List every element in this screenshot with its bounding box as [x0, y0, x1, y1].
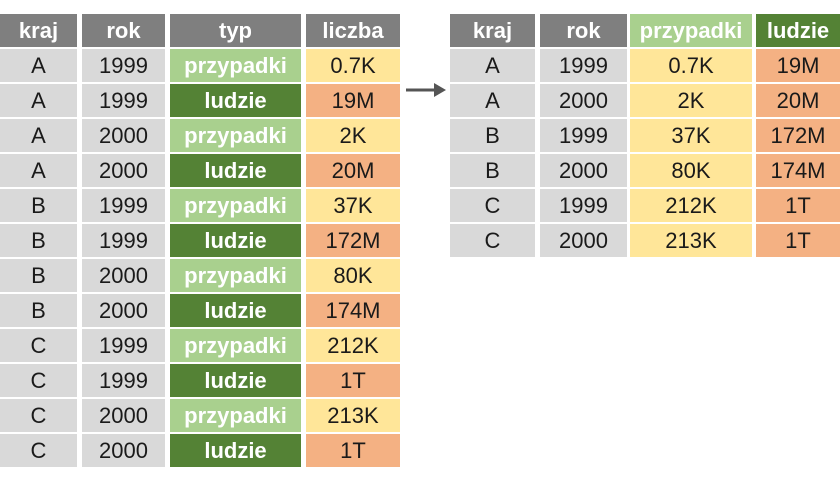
- table-cell: 1999: [82, 364, 165, 397]
- table-cell: A: [0, 84, 77, 117]
- table-cell: A: [0, 119, 77, 152]
- table-cell: 2K: [630, 84, 752, 117]
- table-cell: 2000: [82, 294, 165, 327]
- table-cell: 213K: [630, 224, 752, 257]
- table-cell: 1999: [82, 84, 165, 117]
- table-cell: 1T: [306, 434, 400, 467]
- table-cell: 1999: [540, 49, 627, 82]
- table-cell: 2000: [82, 434, 165, 467]
- table-cell: C: [450, 189, 535, 222]
- table-cell: 174M: [306, 294, 400, 327]
- table-cell: 20M: [756, 84, 840, 117]
- table-cell: B: [0, 189, 77, 222]
- table-cell: 1999: [82, 189, 165, 222]
- table-cell: ludzie: [170, 224, 301, 257]
- table-cell: 1T: [756, 224, 840, 257]
- table-cell: ludzie: [170, 364, 301, 397]
- table-cell: 2000: [82, 154, 165, 187]
- table-cell: C: [450, 224, 535, 257]
- table-cell: 0.7K: [630, 49, 752, 82]
- table-cell: B: [450, 154, 535, 187]
- table-cell: przypadki: [170, 49, 301, 82]
- header-cell: typ: [170, 14, 301, 47]
- header-cell: przypadki: [630, 14, 752, 47]
- table-cell: ludzie: [170, 84, 301, 117]
- table-cell: B: [0, 259, 77, 292]
- table-cell: 1T: [756, 189, 840, 222]
- table-cell: C: [0, 434, 77, 467]
- table-cell: ludzie: [170, 434, 301, 467]
- header-cell: ludzie: [756, 14, 840, 47]
- table-cell: C: [0, 399, 77, 432]
- table-cell: 19M: [306, 84, 400, 117]
- arrow: [406, 83, 446, 97]
- table-cell: ludzie: [170, 154, 301, 187]
- table-cell: 37K: [306, 189, 400, 222]
- table-cell: przypadki: [170, 399, 301, 432]
- table-cell: 174M: [756, 154, 840, 187]
- table-cell: 2000: [540, 224, 627, 257]
- table-cell: 2000: [82, 399, 165, 432]
- table-cell: C: [0, 329, 77, 362]
- table-cell: przypadki: [170, 119, 301, 152]
- table-cell: 212K: [630, 189, 752, 222]
- table-cell: B: [0, 224, 77, 257]
- table-cell: 1T: [306, 364, 400, 397]
- table-cell: 1999: [82, 49, 165, 82]
- table-cell: 1999: [82, 224, 165, 257]
- header-cell: rok: [82, 14, 165, 47]
- table-cell: przypadki: [170, 189, 301, 222]
- header-cell: liczba: [306, 14, 400, 47]
- table-cell: A: [0, 49, 77, 82]
- header-cell: kraj: [450, 14, 535, 47]
- table-cell: 213K: [306, 399, 400, 432]
- table-cell: A: [0, 154, 77, 187]
- table-cell: 2000: [540, 84, 627, 117]
- table-cell: ludzie: [170, 294, 301, 327]
- table-cell: 80K: [306, 259, 400, 292]
- table-cell: 1999: [82, 329, 165, 362]
- table-cell: C: [0, 364, 77, 397]
- table-cell: 20M: [306, 154, 400, 187]
- table-cell: 2K: [306, 119, 400, 152]
- table-cell: 1999: [540, 119, 627, 152]
- table-cell: 37K: [630, 119, 752, 152]
- table-cell: B: [0, 294, 77, 327]
- header-cell: rok: [540, 14, 627, 47]
- table-cell: B: [450, 119, 535, 152]
- table-cell: 2000: [82, 119, 165, 152]
- table-cell: 2000: [82, 259, 165, 292]
- header-cell: kraj: [0, 14, 77, 47]
- table-cell: 19M: [756, 49, 840, 82]
- table-cell: A: [450, 84, 535, 117]
- table-cell: 2000: [540, 154, 627, 187]
- table-cell: 80K: [630, 154, 752, 187]
- table-cell: 172M: [306, 224, 400, 257]
- table-cell: przypadki: [170, 259, 301, 292]
- table-cell: 212K: [306, 329, 400, 362]
- table-cell: 0.7K: [306, 49, 400, 82]
- table-cell: A: [450, 49, 535, 82]
- table-cell: 1999: [540, 189, 627, 222]
- table-cell: 172M: [756, 119, 840, 152]
- table-cell: przypadki: [170, 329, 301, 362]
